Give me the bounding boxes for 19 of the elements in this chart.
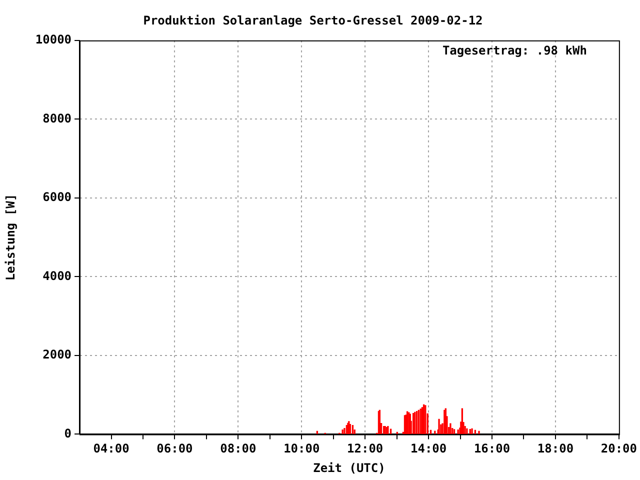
x-tick-label: 18:00 xyxy=(537,442,574,456)
y-tick-label: 0 xyxy=(64,426,72,440)
x-tick-label: 06:00 xyxy=(156,442,193,456)
x-tick-label: 10:00 xyxy=(284,442,320,456)
x-tick-label: 04:00 xyxy=(93,442,130,456)
x-tick-label: 16:00 xyxy=(474,442,510,456)
y-tick-label: 8000 xyxy=(42,111,72,126)
x-tick-label: 12:00 xyxy=(347,442,384,456)
y-tick-label: 6000 xyxy=(42,190,72,204)
x-tick-label: 14:00 xyxy=(410,442,447,456)
x-tick-label: 20:00 xyxy=(600,442,637,456)
annotation: Tagesertrag: .98 kWh xyxy=(442,44,587,58)
x-tick-label: 08:00 xyxy=(220,442,256,456)
y-tick-label: 10000 xyxy=(35,32,72,47)
x-axis-title: Zeit (UTC) xyxy=(313,460,386,475)
y-axis-title: Leistung [W] xyxy=(3,194,18,281)
y-tick-label: 4000 xyxy=(42,268,72,283)
chart-title: Produktion Solaranlage Serto-Gressel 2009-02-12 xyxy=(143,13,483,28)
y-tick-label: 2000 xyxy=(42,348,72,362)
